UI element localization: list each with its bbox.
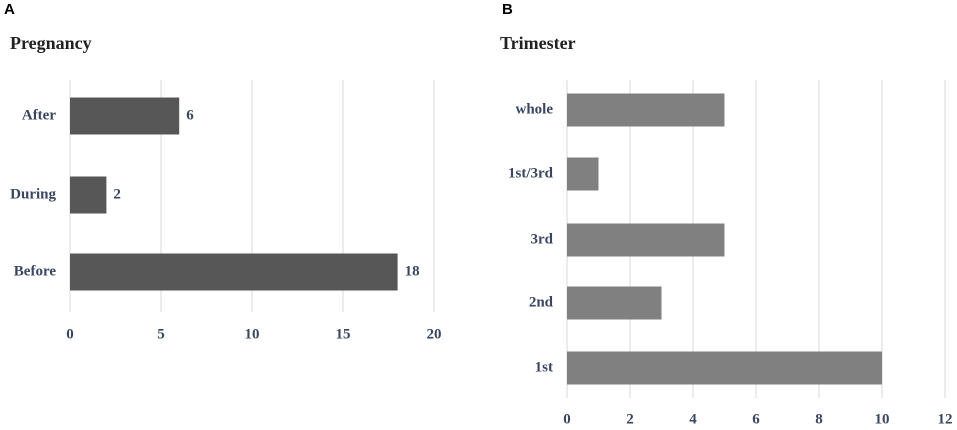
- x-tick-label: 6: [752, 411, 760, 427]
- x-tick-label: 8: [815, 411, 823, 427]
- data-label: 18: [405, 263, 420, 279]
- x-tick-label: 2: [626, 411, 634, 427]
- x-tick-label: 5: [157, 326, 165, 342]
- x-tick-label: 15: [336, 326, 351, 342]
- x-tick-label: 0: [66, 326, 74, 342]
- bar: [567, 157, 599, 191]
- y-tick-label: 1st: [535, 359, 553, 375]
- data-label: 2: [113, 186, 121, 202]
- chart-title: Trimester: [500, 33, 576, 53]
- x-tick-label: 10: [875, 411, 890, 427]
- bar: [70, 253, 398, 291]
- bar: [70, 176, 107, 214]
- x-tick-label: 4: [689, 411, 697, 427]
- y-tick-label: 2nd: [529, 294, 554, 310]
- y-tick-label: 1st/3rd: [508, 165, 554, 181]
- bar: [567, 351, 882, 385]
- x-tick-label: 20: [427, 326, 442, 342]
- x-tick-label: 12: [938, 411, 953, 427]
- x-tick-label: 0: [563, 411, 571, 427]
- data-label: 6: [186, 107, 194, 123]
- y-tick-label: After: [22, 107, 56, 123]
- bar: [567, 286, 662, 320]
- panel-label: B: [502, 1, 513, 18]
- y-tick-label: 3rd: [531, 231, 554, 247]
- y-tick-label: whole: [516, 101, 554, 117]
- y-tick-label: Before: [14, 263, 57, 279]
- x-tick-label: 10: [245, 326, 260, 342]
- bar: [567, 93, 725, 127]
- chart-title: Pregnancy: [10, 33, 92, 53]
- bar: [567, 223, 725, 257]
- bar: [70, 97, 180, 135]
- y-tick-label: During: [10, 186, 56, 202]
- panel-label: A: [4, 1, 15, 18]
